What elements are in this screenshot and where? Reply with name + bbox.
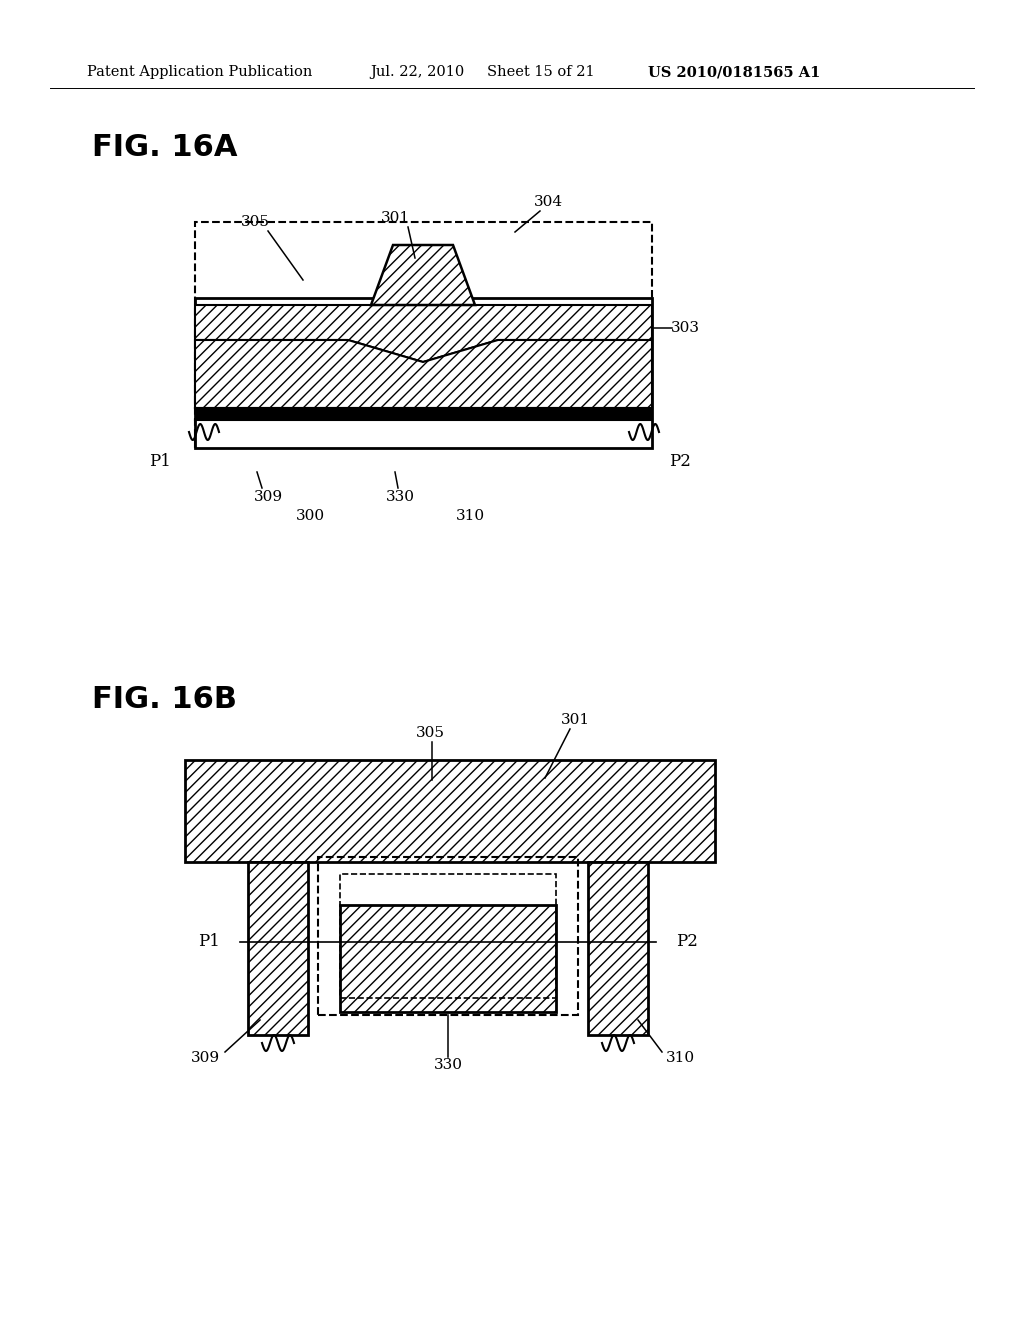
Text: 301: 301 [560,713,590,727]
Text: 309: 309 [253,490,283,504]
Text: FIG. 16B: FIG. 16B [92,685,237,714]
Bar [248,862,308,1035]
Bar [195,222,652,447]
Bar [588,862,648,1035]
Text: 305: 305 [416,726,444,741]
Text: 301: 301 [381,211,410,224]
Text: FIG. 16A: FIG. 16A [92,133,238,162]
Text: 300: 300 [296,510,325,523]
Bar [195,408,652,420]
Text: 309: 309 [190,1051,219,1065]
Bar [340,906,556,1012]
Bar [195,298,652,447]
Text: P1: P1 [150,454,171,470]
Text: 310: 310 [456,510,484,523]
Text: 304: 304 [534,195,562,209]
Text: 330: 330 [385,490,415,504]
Text: 305: 305 [241,215,269,228]
Text: Patent Application Publication: Patent Application Publication [87,65,312,79]
Text: P1: P1 [198,933,220,950]
Text: Sheet 15 of 21: Sheet 15 of 21 [487,65,595,79]
Text: P2: P2 [676,933,698,950]
Text: 303: 303 [671,321,699,335]
Bar [185,760,715,862]
Bar [340,874,556,998]
Polygon shape [195,305,652,362]
Polygon shape [195,341,652,408]
Text: P2: P2 [669,454,691,470]
Text: 330: 330 [433,1059,463,1072]
Polygon shape [371,246,475,305]
Text: 310: 310 [666,1051,694,1065]
Bar [318,857,578,1015]
Text: US 2010/0181565 A1: US 2010/0181565 A1 [648,65,820,79]
Text: Jul. 22, 2010: Jul. 22, 2010 [370,65,464,79]
